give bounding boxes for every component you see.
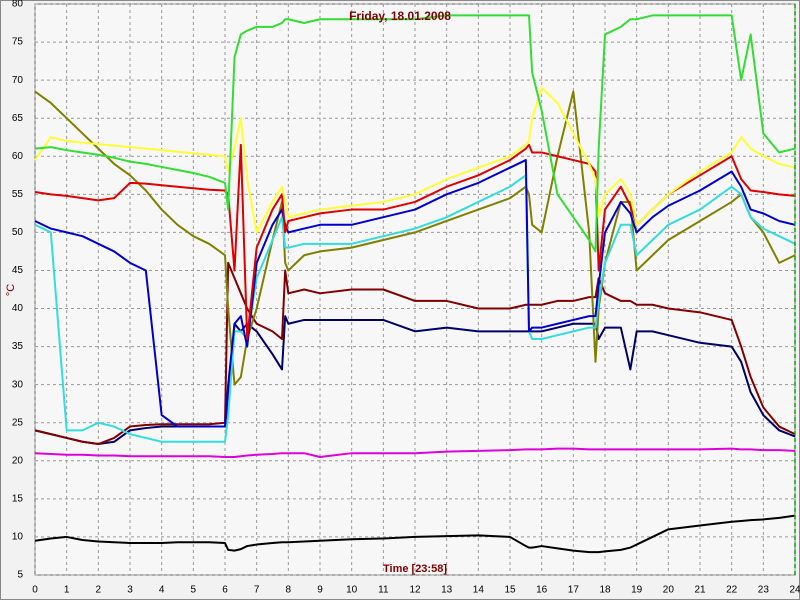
- y-tick-label: 55: [12, 189, 24, 200]
- x-tick-label: 18: [599, 585, 611, 596]
- series-line: [34, 159, 796, 428]
- series-line: [34, 447, 796, 458]
- x-tick-label: 15: [504, 585, 516, 596]
- y-tick-label: 45: [12, 265, 24, 276]
- x-tick-label: 9: [317, 585, 323, 596]
- x-tick-label: 19: [631, 585, 643, 596]
- x-tick-label: 13: [441, 585, 453, 596]
- x-tick-label: 12: [409, 585, 421, 596]
- series-line: [34, 14, 796, 253]
- y-tick-label: 40: [12, 303, 24, 314]
- x-axis-label: Time [23:58]: [383, 563, 447, 575]
- y-tick-label: 25: [12, 417, 24, 428]
- x-tick-label: 7: [254, 585, 260, 596]
- x-tick-label: 23: [758, 585, 770, 596]
- x-tick-label: 8: [286, 585, 292, 596]
- series-line: [34, 174, 796, 443]
- x-tick-label: 20: [663, 585, 675, 596]
- y-tick-label: 5: [17, 570, 23, 581]
- series-line: [34, 315, 796, 446]
- series-line: [34, 514, 796, 554]
- x-tick-label: 0: [32, 585, 38, 596]
- series-line: [34, 86, 796, 234]
- x-tick-label: 10: [346, 585, 358, 596]
- x-tick-label: 2: [96, 585, 102, 596]
- x-tick-label: 14: [473, 585, 485, 596]
- series-line: [34, 261, 796, 446]
- series-line: [34, 90, 796, 386]
- x-tick-label: 22: [726, 585, 738, 596]
- x-tick-label: 24: [789, 585, 800, 596]
- y-tick-label: 10: [12, 532, 24, 543]
- y-tick-label: 75: [12, 37, 24, 48]
- y-tick-label: 35: [12, 341, 24, 352]
- x-tick-label: 4: [159, 585, 165, 596]
- y-tick-label: 50: [12, 227, 24, 238]
- x-tick-label: 6: [222, 585, 228, 596]
- y-tick-label: 20: [12, 455, 24, 466]
- x-tick-label: 1: [64, 585, 70, 596]
- x-tick-label: 11: [378, 585, 389, 596]
- x-tick-label: 21: [694, 585, 706, 596]
- lines: [34, 14, 796, 554]
- grid: [34, 3, 796, 576]
- x-tick-label: 17: [568, 585, 580, 596]
- y-tick-label: 80: [12, 0, 24, 10]
- y-axis-label: °C: [5, 284, 17, 296]
- y-tick-label: 30: [12, 379, 24, 390]
- y-tick-label: 65: [12, 113, 24, 124]
- x-tick-label: 16: [536, 585, 548, 596]
- chart-title: Friday, 18.01.2008: [349, 9, 451, 23]
- y-tick-label: 70: [12, 75, 24, 86]
- y-tick-label: 15: [12, 494, 24, 505]
- x-tick-label: 5: [191, 585, 197, 596]
- x-tick-label: 3: [127, 585, 133, 596]
- y-tick-label: 60: [12, 151, 24, 162]
